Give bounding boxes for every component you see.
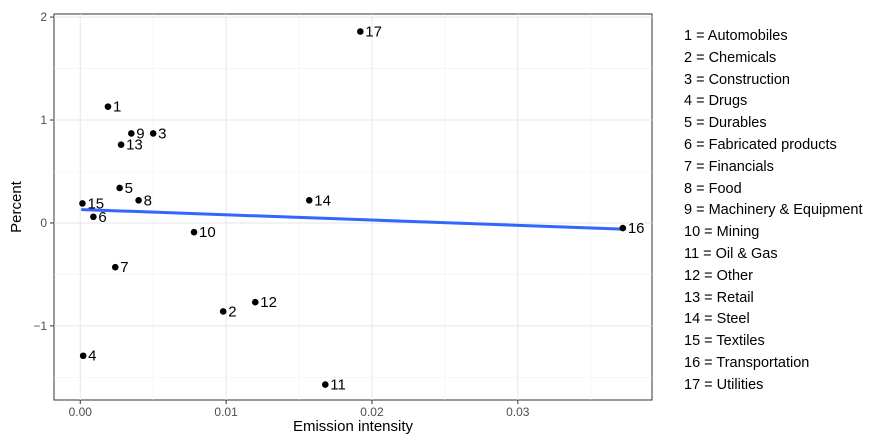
x-tick-label: 0.00 — [69, 405, 93, 419]
x-axis-title: Emission intensity — [293, 418, 414, 434]
point-label-16: 16 — [628, 220, 645, 237]
x-tick-label: 0.02 — [360, 405, 384, 419]
point-13 — [117, 141, 125, 149]
legend-entry: 1 = Automobiles — [684, 28, 788, 44]
y-axis-title: Percent — [8, 180, 25, 233]
point-label-17: 17 — [365, 23, 382, 40]
trend-line-group — [80, 208, 625, 231]
point-16 — [619, 224, 627, 232]
point-label-10: 10 — [199, 224, 216, 241]
point-15 — [79, 200, 86, 207]
legend-entry: 9 = Machinery & Equipment — [684, 202, 863, 219]
point-7 — [111, 263, 119, 271]
y-tick-label: 2 — [40, 10, 47, 24]
point-label-13: 13 — [126, 137, 143, 154]
y-tick-label: 1 — [40, 113, 47, 127]
point-3 — [149, 130, 157, 137]
point-label-5: 5 — [125, 180, 133, 197]
legend-entry: 15 = Textiles — [684, 333, 765, 350]
legend-entry: 16 = Transportation — [684, 354, 810, 371]
point-2 — [219, 308, 227, 315]
point-label-7: 7 — [120, 259, 128, 276]
point-label-1: 1 — [113, 99, 121, 116]
legend-entry: 14 = Steel — [684, 311, 750, 328]
point-8 — [135, 197, 142, 204]
legend-entry: 8 = Food — [684, 180, 742, 197]
legend-entry: 6 = Fabricated products — [684, 136, 837, 153]
y-tick-label: −1 — [33, 319, 47, 333]
x-tick-label: 0.03 — [506, 405, 530, 419]
point-11 — [321, 381, 329, 388]
grid-lines — [54, 14, 652, 400]
legend-entry: 2 = Chemicals — [684, 49, 777, 66]
point-5 — [116, 184, 123, 192]
y-tick-label: 0 — [40, 216, 47, 230]
legend-entry: 17 = Utilities — [684, 376, 764, 393]
point-label-4: 4 — [88, 348, 96, 365]
point-label-12: 12 — [260, 294, 277, 311]
point-10 — [190, 228, 198, 236]
plot-panel — [53, 13, 653, 401]
point-label-6: 6 — [98, 209, 106, 226]
legend: 1 = Automobiles 2 = Chemicals 3 = Construc… — [684, 26, 863, 397]
point-9 — [128, 130, 135, 137]
trend-line — [80, 208, 625, 231]
point-17 — [356, 28, 364, 35]
x-tick-label: 0.01 — [214, 405, 238, 419]
point-label-3: 3 — [158, 125, 166, 142]
point-label-15: 15 — [87, 195, 104, 212]
legend-entry: 11 = Oil & Gas — [684, 245, 778, 262]
point-label-8: 8 — [144, 192, 152, 209]
legend-entry: 13 = Retail — [684, 289, 754, 306]
point-1 — [104, 103, 112, 110]
legend-entry: 3 = Construction — [684, 71, 790, 88]
point-label-2: 2 — [228, 303, 236, 320]
point-4 — [79, 352, 87, 360]
point-label-9: 9 — [136, 125, 144, 142]
legend-entry: 4 = Drugs — [684, 93, 748, 110]
legend-entry: 10 = Mining — [684, 224, 760, 241]
point-6 — [90, 213, 97, 221]
legend-entry: 5 = Durables — [684, 115, 767, 132]
point-label-11: 11 — [330, 377, 346, 394]
legend-entry: 7 = Financials — [684, 158, 774, 175]
legend-entry: 12 = Other — [684, 267, 753, 284]
point-12 — [251, 298, 259, 306]
point-14 — [305, 197, 313, 204]
point-label-14: 14 — [314, 192, 331, 209]
